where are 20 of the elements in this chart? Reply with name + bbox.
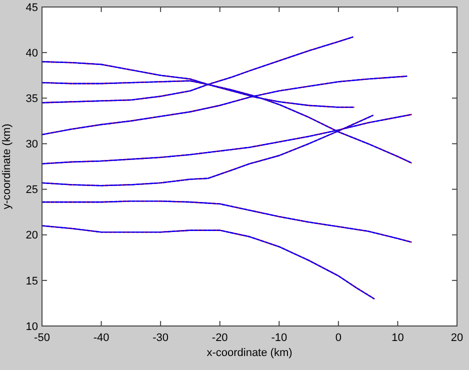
x-axis-title: x-coordinate (km) (206, 347, 292, 359)
line-series (41, 200, 412, 243)
y-tick-label: 40 (26, 47, 38, 60)
y-tick-label: 25 (26, 184, 38, 196)
y-tick-label: 10 (26, 320, 38, 333)
y-tick-label: 35 (26, 92, 38, 105)
x-tick-label: 0 (335, 332, 342, 344)
y-tick-label: 20 (26, 230, 38, 242)
y-tick-label: 30 (26, 138, 38, 151)
x-tick-label: -50 (34, 332, 50, 344)
x-tick-label: 20 (450, 332, 464, 344)
x-tick-label: -10 (271, 332, 288, 344)
x-tick-label: 10 (392, 332, 404, 344)
x-tick-label: -30 (152, 332, 169, 344)
y-tick-label: 45 (26, 2, 38, 14)
x-tick-label: -40 (93, 332, 110, 344)
y-axis-title: y-coordinate (km) (1, 124, 13, 210)
y-tick-label: 15 (26, 275, 38, 288)
line-series (41, 225, 375, 300)
x-tick-label: -20 (212, 332, 228, 344)
